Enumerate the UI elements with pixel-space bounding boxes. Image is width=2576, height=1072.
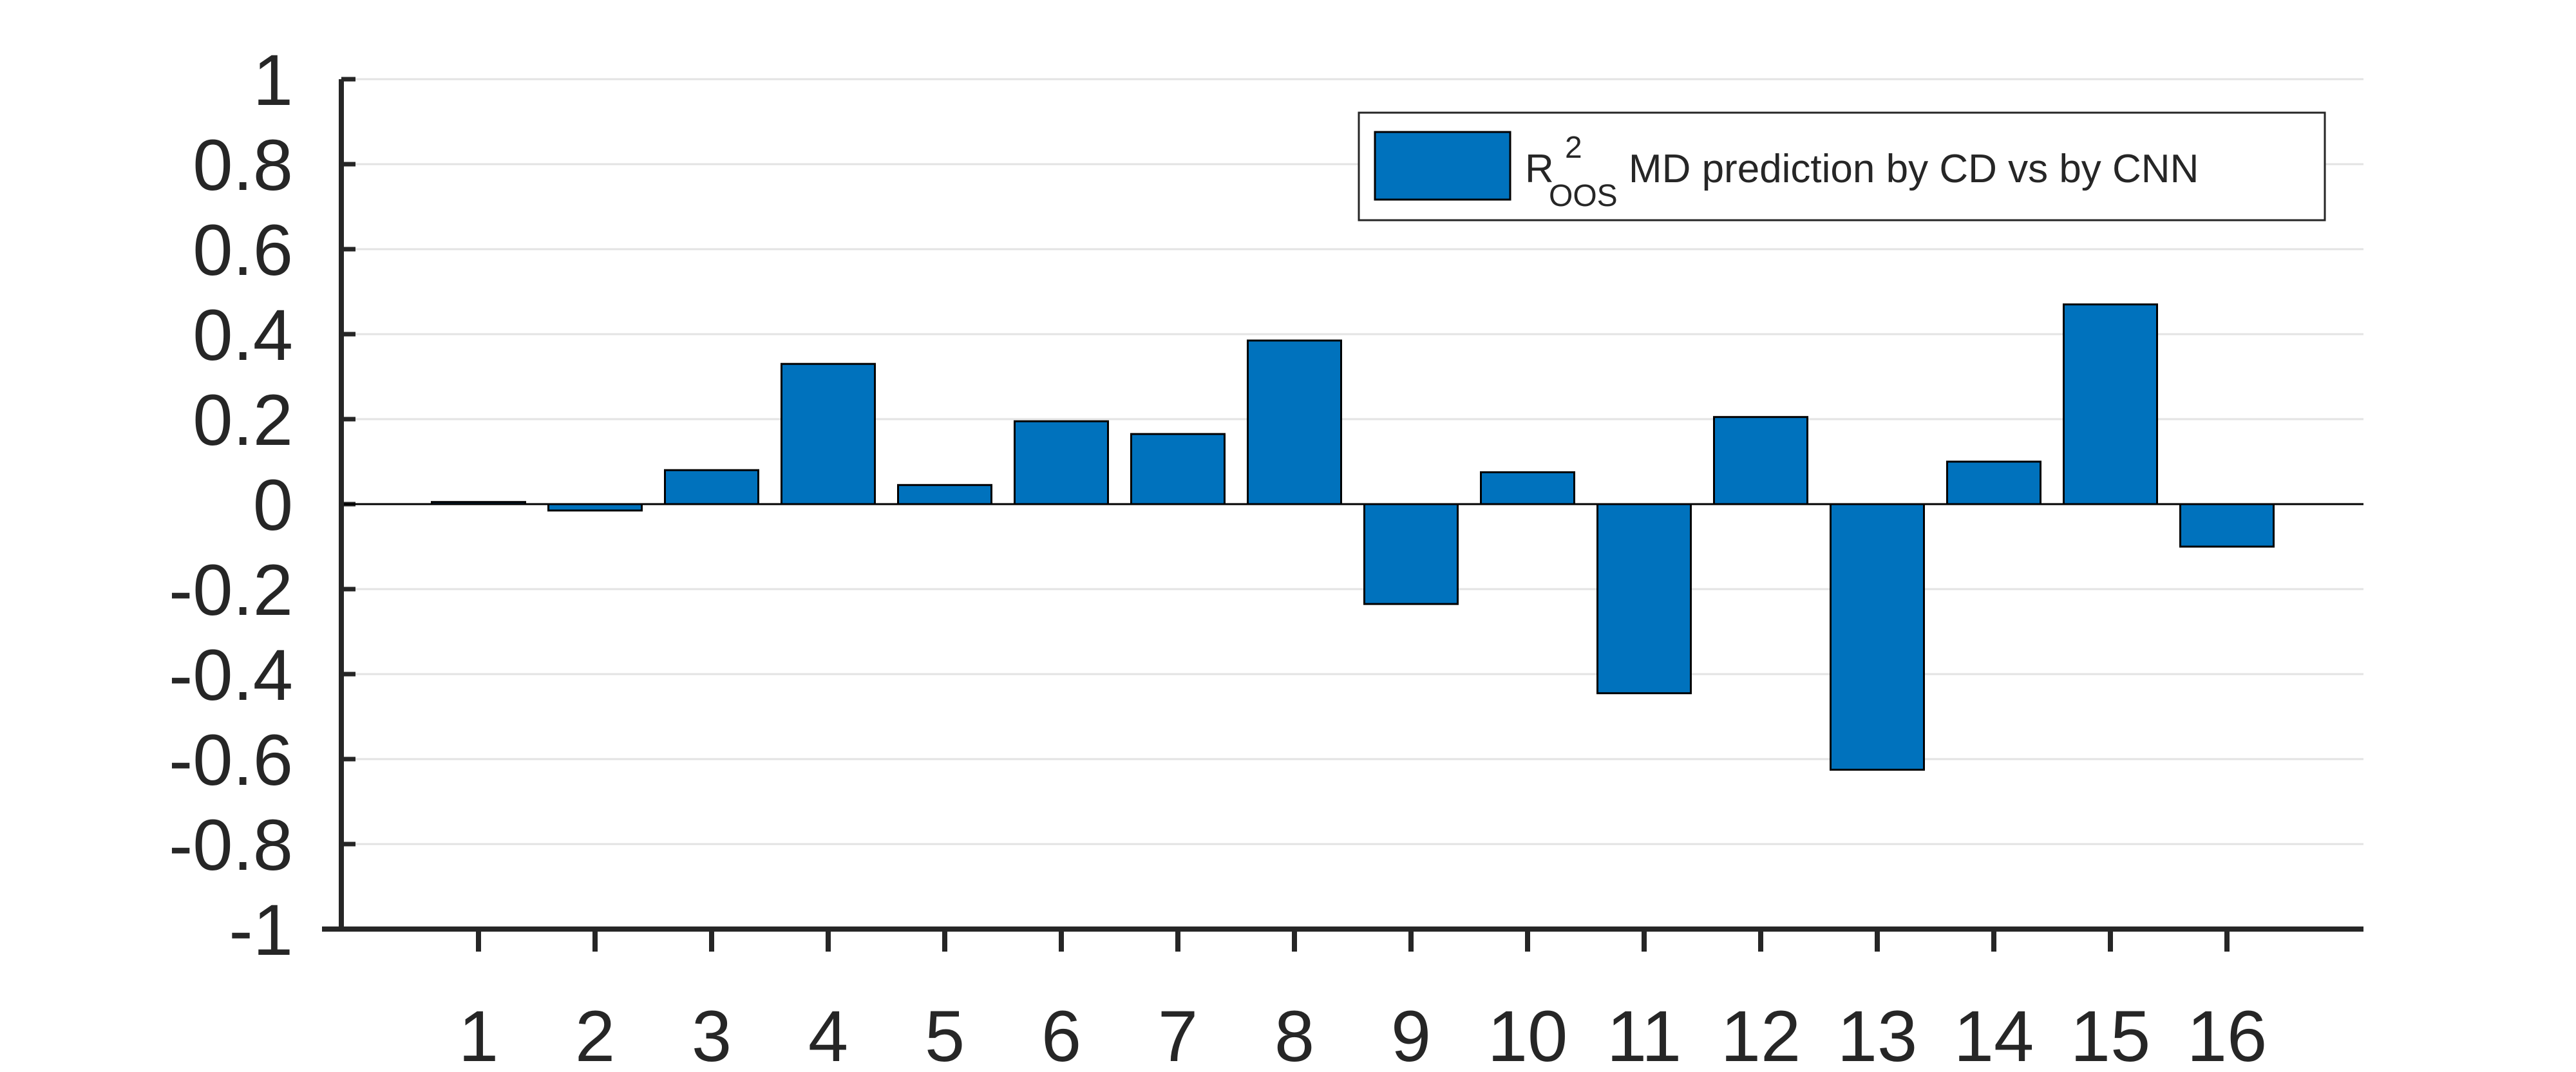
bar (2063, 303, 2158, 505)
legend-label-sup: 2 (1565, 131, 1582, 165)
x-tick-label: 12 (1721, 996, 1801, 1069)
x-tick-label: 2 (575, 996, 615, 1069)
bar (664, 469, 759, 505)
legend-label-sub: OOS (1549, 179, 1618, 213)
x-tick-label: 16 (2187, 996, 2268, 1069)
x-tick-label: 6 (1041, 996, 1081, 1069)
y-tick-label: 1 (253, 40, 293, 120)
x-tick-label: 11 (1607, 996, 1681, 1069)
x-tick-label: 13 (1837, 996, 1918, 1069)
y-tick-label: 0.6 (193, 210, 293, 290)
bar (1946, 460, 2041, 505)
legend-box (1358, 111, 2326, 221)
bar (1713, 416, 1808, 505)
legend-label-rest: MD prediction by CD vs by CNN (1629, 147, 2199, 191)
y-tick-label: 0.4 (193, 295, 293, 375)
bar (1247, 339, 1342, 505)
bar (1830, 503, 1925, 771)
x-tick-labels: 1 2 3 4 5 6 7 8 9 10 11 12 13 14 15 16 (459, 996, 2268, 1072)
x-tick-label: 9 (1391, 996, 1431, 1069)
y-tick-labels: -1-0.8-0.6-0.4-0.200.20.40.60.81 (169, 40, 293, 970)
x-tick-label: 5 (925, 996, 965, 1069)
x-tick-label: 8 (1274, 996, 1314, 1069)
x-tick-label: 1 (459, 996, 498, 1069)
bar (1014, 420, 1109, 505)
y-tick-label: -0.2 (169, 550, 293, 630)
legend-label: R 2 OOS MD prediction by CD vs by CNN (1525, 122, 2199, 215)
y-tick-label: -0.4 (169, 635, 293, 715)
y-tick-label: 0.2 (193, 380, 293, 460)
legend-label-base: R (1525, 147, 1554, 191)
gridlines (341, 78, 2363, 845)
bar (1596, 503, 1692, 695)
y-tick-label: -1 (229, 890, 293, 970)
bar (1480, 471, 1575, 505)
bar (1130, 433, 1226, 505)
y-tick-label: 0.8 (193, 125, 293, 205)
x-tick-label: 3 (692, 996, 732, 1069)
bar (1363, 503, 1459, 605)
x-tick-label: 4 (808, 996, 848, 1069)
y-tick-label: -0.8 (169, 805, 293, 885)
legend-swatch (1374, 131, 1511, 201)
legend: R 2 OOS MD prediction by CD vs by CNN (1358, 111, 2326, 221)
x-tick-label: 7 (1158, 996, 1198, 1069)
axes (322, 77, 2363, 952)
x-tick-label: 10 (1488, 996, 1568, 1069)
bar (897, 484, 992, 505)
x-tick-label: 15 (2070, 996, 2151, 1069)
x-tick-label: 14 (1954, 996, 2034, 1069)
bars (431, 303, 2275, 771)
y-tick-label: 0 (253, 465, 293, 545)
bar (2179, 503, 2275, 548)
bar (781, 362, 876, 505)
y-tick-label: -0.6 (169, 720, 293, 800)
